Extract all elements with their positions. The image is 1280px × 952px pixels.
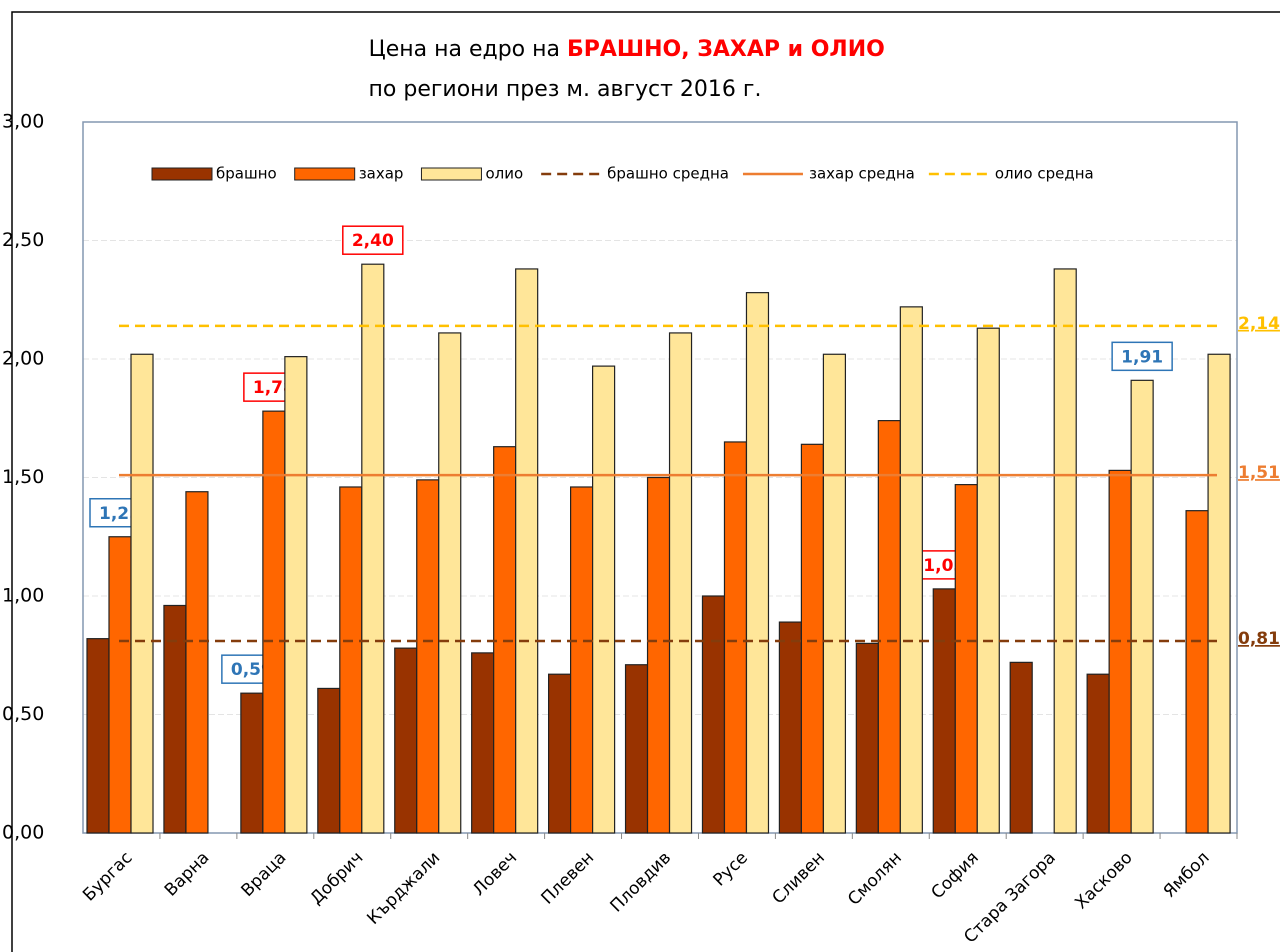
legend-swatch [151,167,213,181]
bar [1185,510,1209,834]
bar [185,491,209,834]
bar [877,420,901,834]
y-tick-label: 3,00 [2,111,44,133]
bar [822,353,847,834]
bar [668,332,693,834]
y-tick-label: 1,50 [2,466,44,488]
bar [515,268,539,834]
bar [240,692,264,834]
chart-subtitle: по региони през м. август 2016 г. [369,77,762,102]
bar [163,604,187,834]
bar [932,588,956,834]
legend-swatch [294,167,356,181]
bar [800,443,825,834]
legend-label: олио [485,165,523,183]
bar [86,638,110,834]
bar [646,476,671,834]
y-tick-label: 0,50 [2,703,44,725]
bar [745,292,770,834]
bar [438,332,462,834]
bar [701,595,726,834]
legend-label: брашно [216,165,277,183]
bar [1130,379,1154,834]
legend-label: олио средна [995,165,1094,183]
chart-title: Цена на едро на [369,37,560,62]
bar [1086,673,1110,834]
value-label: 2,40 [352,231,394,251]
bar [317,687,341,834]
legend-label: брашно средна [607,165,729,183]
bar [394,647,418,834]
bar [547,673,572,834]
average-label: 2,14 [1238,314,1280,334]
y-tick-label: 2,50 [2,229,44,251]
legend-label: захар средна [809,165,915,183]
bar [416,479,440,834]
bar [570,486,594,834]
bar [1009,661,1033,834]
bar [471,652,495,834]
bar [1053,268,1077,834]
bar [592,365,616,834]
average-label: 1,51 [1238,463,1280,483]
bar [130,353,154,834]
bar [976,327,1000,834]
bar [361,263,385,834]
value-label: 1,91 [1121,347,1163,367]
bar [855,642,879,834]
value-label-box [1111,341,1173,372]
bar [1108,469,1132,834]
bar [1207,353,1231,834]
y-tick-label: 2,00 [2,348,44,370]
bar [778,621,803,834]
bar [899,306,923,834]
bar [339,486,363,834]
legend-label: захар [359,165,404,183]
y-tick-label: 1,00 [2,585,44,607]
chart-title-highlight: БРАШНО, ЗАХАР и ОЛИО [567,37,885,62]
bar [108,536,132,834]
average-label: 0,81 [1238,629,1280,649]
bar [284,356,308,834]
bar [954,484,978,834]
bar [723,441,748,834]
legend-swatch [420,167,482,181]
bar [624,664,649,834]
value-label-box [342,225,404,255]
y-tick-label: 0,00 [2,822,44,844]
